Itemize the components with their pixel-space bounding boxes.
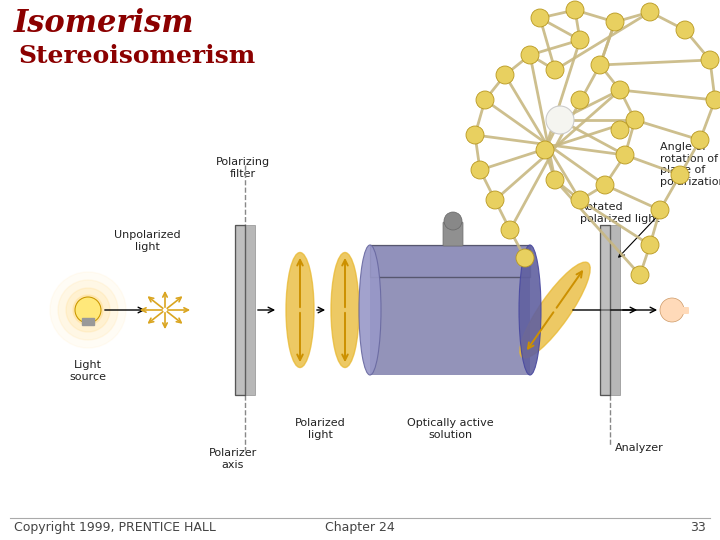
- Circle shape: [471, 161, 489, 179]
- Text: Optically active
solution: Optically active solution: [407, 418, 493, 440]
- Ellipse shape: [519, 245, 541, 375]
- Circle shape: [611, 121, 629, 139]
- Text: Copyright 1999, PRENTICE HALL: Copyright 1999, PRENTICE HALL: [14, 521, 216, 534]
- Circle shape: [566, 1, 584, 19]
- Circle shape: [50, 272, 126, 348]
- Circle shape: [631, 266, 649, 284]
- Circle shape: [571, 31, 589, 49]
- Ellipse shape: [359, 245, 381, 375]
- Circle shape: [501, 221, 519, 239]
- Text: Polarized
light: Polarized light: [294, 418, 346, 440]
- Circle shape: [75, 297, 101, 323]
- Circle shape: [496, 66, 514, 84]
- Circle shape: [691, 131, 709, 149]
- Text: Rotated
polarized light: Rotated polarized light: [580, 202, 660, 224]
- Text: Polarizer
axis: Polarizer axis: [209, 448, 257, 470]
- Circle shape: [546, 171, 564, 189]
- Circle shape: [58, 280, 118, 340]
- FancyBboxPatch shape: [370, 245, 530, 375]
- Circle shape: [660, 298, 684, 322]
- Circle shape: [701, 51, 719, 69]
- Circle shape: [651, 201, 669, 219]
- FancyBboxPatch shape: [370, 245, 530, 277]
- Text: Polarizing
filter: Polarizing filter: [216, 157, 270, 179]
- Circle shape: [476, 91, 494, 109]
- Circle shape: [536, 141, 554, 159]
- Text: Analyzer: Analyzer: [615, 443, 664, 453]
- Circle shape: [676, 21, 694, 39]
- Text: Angle of
rotation of
plane of
polarization: Angle of rotation of plane of polarizati…: [660, 142, 720, 187]
- Circle shape: [571, 191, 589, 209]
- Circle shape: [671, 166, 689, 184]
- Text: Light
source: Light source: [70, 360, 107, 382]
- Circle shape: [641, 3, 659, 21]
- Text: Unpolarized
light: Unpolarized light: [114, 230, 180, 252]
- Circle shape: [521, 46, 539, 64]
- FancyBboxPatch shape: [235, 225, 255, 395]
- Circle shape: [516, 249, 534, 267]
- Circle shape: [486, 191, 504, 209]
- Circle shape: [596, 176, 614, 194]
- Circle shape: [466, 126, 484, 144]
- Circle shape: [706, 91, 720, 109]
- Circle shape: [546, 61, 564, 79]
- Ellipse shape: [331, 253, 359, 368]
- FancyBboxPatch shape: [600, 225, 620, 395]
- FancyBboxPatch shape: [443, 222, 463, 246]
- Circle shape: [606, 13, 624, 31]
- Circle shape: [591, 56, 609, 74]
- Circle shape: [641, 236, 659, 254]
- FancyBboxPatch shape: [235, 225, 245, 395]
- Text: Chapter 24: Chapter 24: [325, 521, 395, 534]
- Text: 33: 33: [690, 521, 706, 534]
- Ellipse shape: [286, 253, 314, 368]
- Circle shape: [531, 9, 549, 27]
- Circle shape: [616, 146, 634, 164]
- Circle shape: [626, 111, 644, 129]
- FancyBboxPatch shape: [600, 225, 610, 395]
- Circle shape: [611, 81, 629, 99]
- Circle shape: [73, 295, 103, 325]
- Circle shape: [571, 91, 589, 109]
- Ellipse shape: [520, 262, 590, 358]
- Text: Isomerism: Isomerism: [14, 8, 194, 39]
- Circle shape: [444, 212, 462, 230]
- Bar: [82, 318, 94, 325]
- FancyBboxPatch shape: [680, 307, 689, 314]
- Circle shape: [66, 288, 110, 332]
- Circle shape: [546, 106, 574, 134]
- Text: Stereoisomerism: Stereoisomerism: [18, 44, 256, 68]
